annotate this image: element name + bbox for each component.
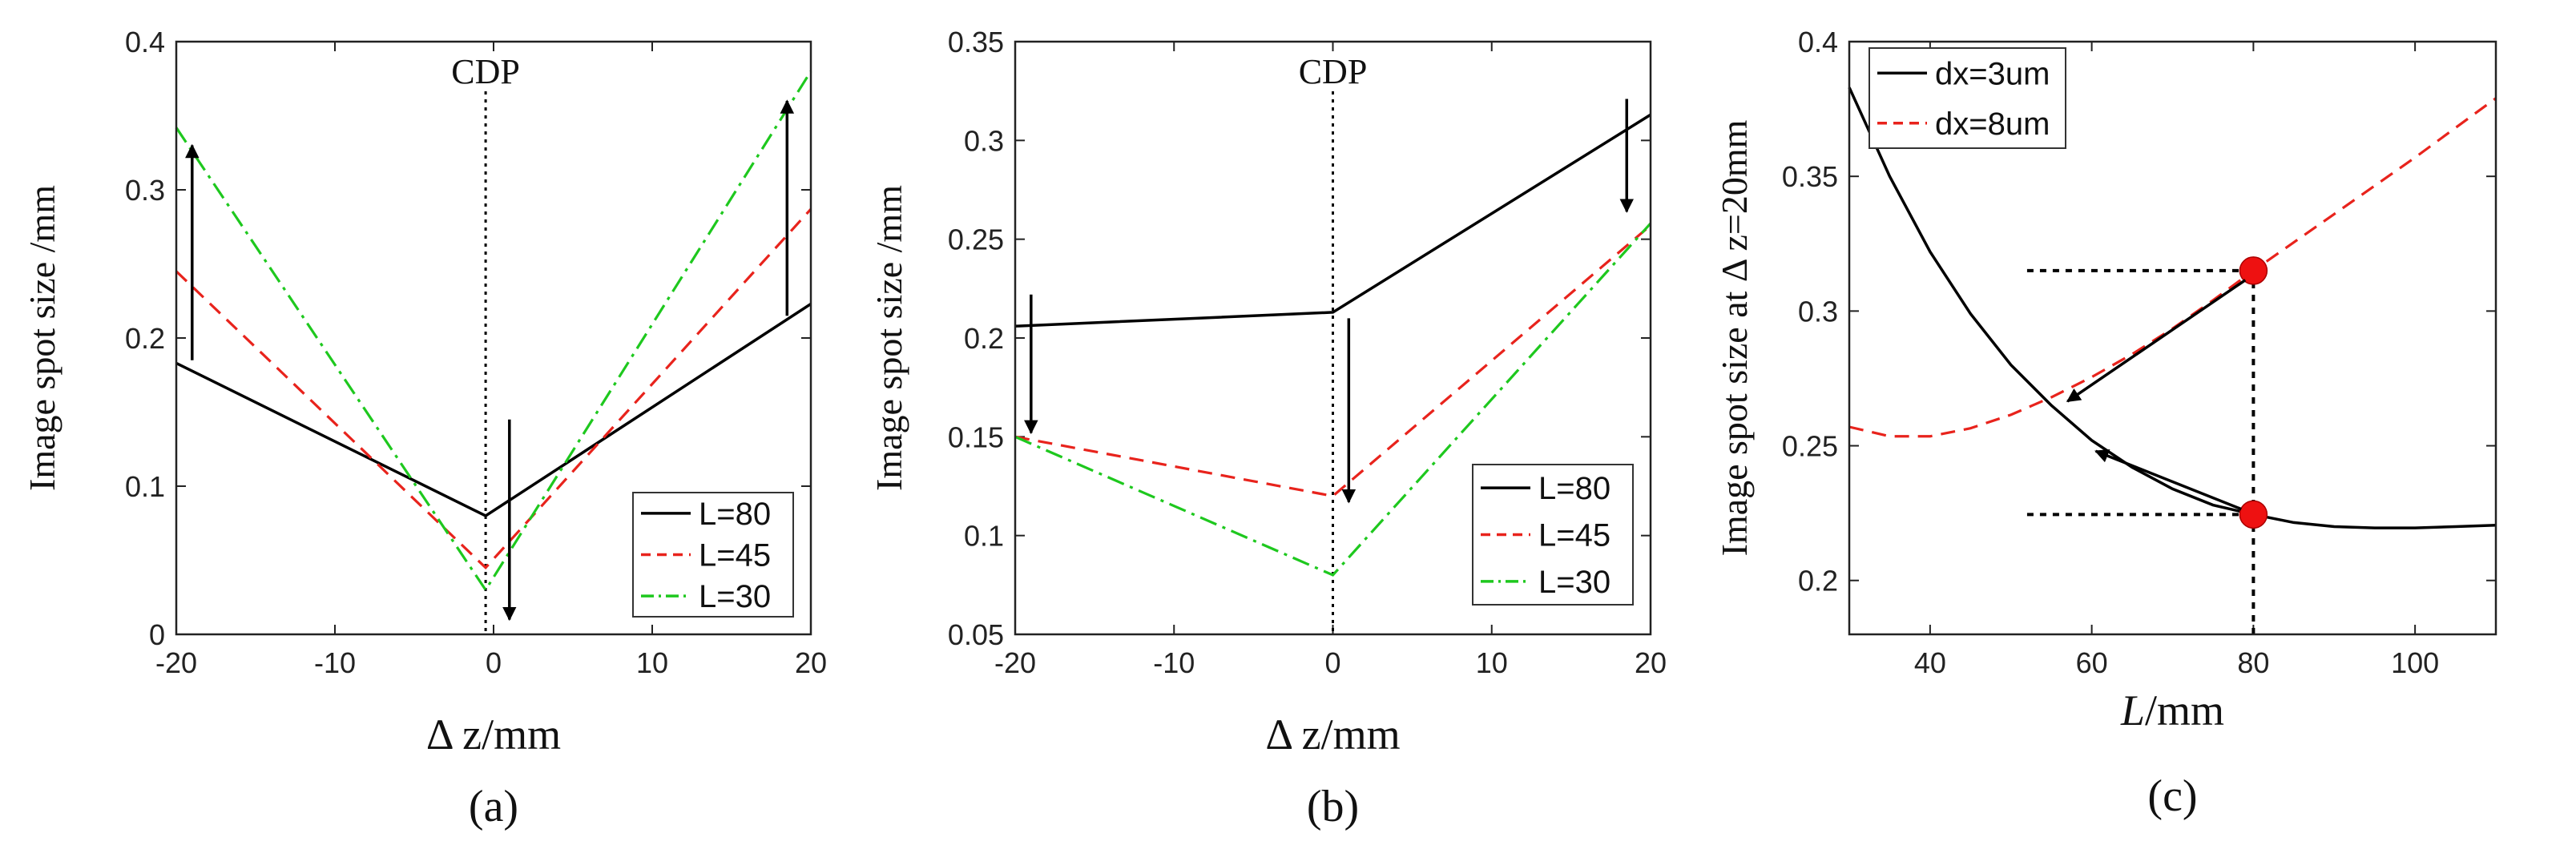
chart-panel-2: 40 60 80 100 0.2 0.25 0.3 0.35 0.4 dx=3um dx=8um L/… bbox=[1714, 26, 2497, 821]
axes-frame bbox=[175, 40, 812, 636]
series-line-L=45 bbox=[175, 207, 812, 570]
legend-label: L=45 bbox=[699, 538, 771, 573]
y-tick-label: 0.25 bbox=[948, 223, 1004, 256]
panel-label: (a) bbox=[469, 782, 518, 831]
legend-label: dx=3um bbox=[1935, 56, 2050, 91]
x-tick-label: 0 bbox=[1324, 646, 1340, 679]
y-tick-label: 0.3 bbox=[964, 124, 1004, 157]
y-axis-label: Image spot size /mm bbox=[869, 185, 909, 491]
annotation-arrow bbox=[2066, 279, 2247, 403]
legend-label: L=45 bbox=[1538, 518, 1611, 553]
y-tick-label: 0.35 bbox=[948, 26, 1004, 58]
x-tick-label: 40 bbox=[1914, 646, 1946, 679]
x-tick-label: 60 bbox=[2076, 646, 2108, 679]
y-tick-label: 0.05 bbox=[948, 618, 1004, 651]
x-tick-label: 0 bbox=[486, 646, 502, 679]
x-tick-label: -10 bbox=[1153, 646, 1195, 679]
x-tick-label: 10 bbox=[1476, 646, 1508, 679]
y-tick-label: 0.2 bbox=[964, 322, 1004, 355]
x-axis-label: L/mm bbox=[2120, 686, 2224, 734]
legend-label: L=80 bbox=[699, 497, 771, 532]
y-tick-label: 0.35 bbox=[1782, 160, 1838, 193]
x-tick-label: -20 bbox=[994, 646, 1036, 679]
legend-label: dx=8um bbox=[1935, 107, 2050, 142]
y-tick-label: 0.3 bbox=[1798, 295, 1838, 328]
series-line-L=30 bbox=[1014, 222, 1652, 577]
y-axis-label: Image spot size at Δ z=20mm bbox=[1714, 119, 1755, 556]
x-tick-label: -10 bbox=[314, 646, 356, 679]
x-tick-label: 20 bbox=[1635, 646, 1667, 679]
x-tick-label: 10 bbox=[636, 646, 668, 679]
x-axis-label: Δ z/mm bbox=[426, 710, 561, 758]
y-axis-label: Image spot size /mm bbox=[22, 185, 62, 491]
x-axis-label: Δ z/mm bbox=[1265, 710, 1400, 758]
y-tick-label: 0.3 bbox=[125, 174, 165, 207]
y-tick-label: 0.1 bbox=[964, 520, 1004, 553]
chart-panel-1: -20 -10 0 10 20 0.05 0.1 0.15 0.2 0.25 0.3 0.35 CDP L… bbox=[869, 26, 1667, 831]
y-tick-label: 0.2 bbox=[1798, 565, 1838, 598]
highlight-marker bbox=[2239, 256, 2268, 285]
y-tick-label: 0.1 bbox=[125, 470, 165, 503]
series-line-dx=3um bbox=[1848, 87, 2497, 529]
y-tick-label: 0.4 bbox=[125, 26, 165, 58]
y-tick-label: 0.2 bbox=[125, 322, 165, 355]
series-line-L=45 bbox=[1014, 224, 1652, 498]
x-tick-label: -20 bbox=[155, 646, 197, 679]
legend-label: L=30 bbox=[699, 579, 771, 614]
x-tick-label: 80 bbox=[2237, 646, 2269, 679]
x-tick-label: 100 bbox=[2391, 646, 2439, 679]
panel-label: (b) bbox=[1307, 782, 1359, 831]
chart-panel-0: -20 -10 0 10 20 0 0.1 0.2 0.3 0.4 CDP L=80 L=45 L=30 Δ… bbox=[22, 26, 827, 831]
legend-label: L=80 bbox=[1538, 471, 1611, 506]
cdp-label: CDP bbox=[451, 52, 520, 91]
legend-label: L=30 bbox=[1538, 565, 1611, 600]
y-tick-label: 0.4 bbox=[1798, 26, 1838, 58]
panel-label: (c) bbox=[2147, 771, 2197, 821]
axes-frame bbox=[1014, 40, 1652, 636]
y-tick-label: 0.25 bbox=[1782, 430, 1838, 463]
y-tick-label: 0 bbox=[149, 618, 165, 651]
series-line-L=30 bbox=[175, 70, 812, 593]
legend-box bbox=[1869, 47, 2066, 149]
y-tick-label: 0.15 bbox=[948, 420, 1004, 453]
highlight-marker bbox=[2239, 500, 2268, 529]
series-line-L=80 bbox=[1014, 113, 1651, 328]
x-tick-label: 20 bbox=[795, 646, 827, 679]
series-line-L=80 bbox=[175, 302, 812, 518]
axes-frame bbox=[1848, 40, 2497, 636]
cdp-label: CDP bbox=[1299, 52, 1368, 91]
annotation-arrow bbox=[2094, 449, 2242, 511]
